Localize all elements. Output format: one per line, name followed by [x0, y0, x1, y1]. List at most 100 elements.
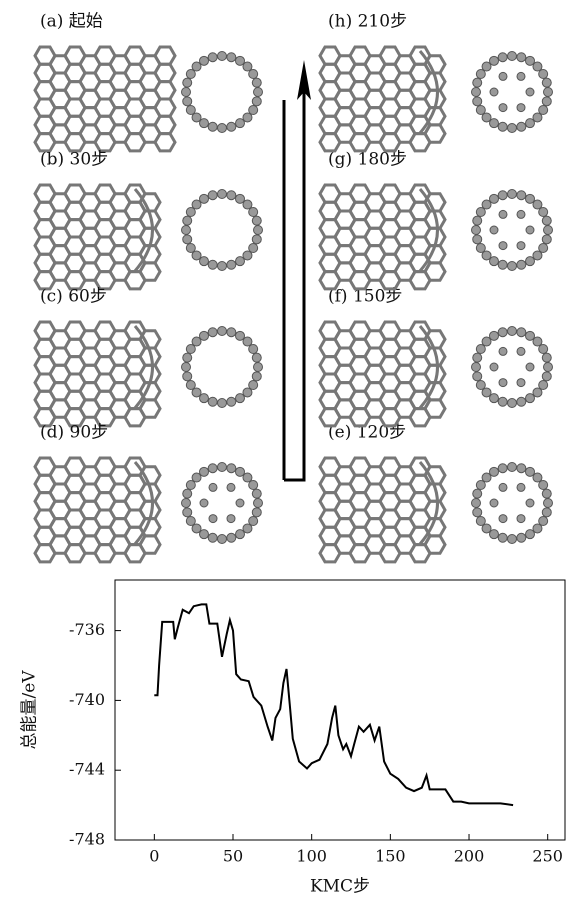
- atom: [226, 52, 237, 63]
- atom: [217, 189, 227, 199]
- atom: [248, 480, 259, 490]
- atom: [532, 112, 543, 123]
- atom: [516, 463, 527, 474]
- atom: [251, 371, 262, 382]
- atom: [472, 371, 483, 382]
- cap: [133, 461, 154, 545]
- hexagon: [138, 534, 162, 555]
- atom: [191, 250, 202, 261]
- atom: [472, 77, 483, 88]
- ring: [471, 51, 553, 133]
- atom: [507, 51, 517, 61]
- y-tick-label: -748: [69, 830, 105, 849]
- atom: [516, 482, 526, 492]
- atom: [242, 336, 253, 347]
- y-axis-label: 总能量/eV: [20, 670, 40, 750]
- atom: [497, 532, 508, 543]
- atom: [185, 243, 196, 253]
- panel-label: (d) 90步: [40, 423, 108, 443]
- atom: [191, 336, 202, 347]
- panel-label: (h) 210步: [328, 12, 407, 32]
- atom: [489, 55, 499, 66]
- atom: [248, 380, 259, 390]
- x-tick-label: 0: [149, 847, 159, 866]
- atom: [507, 462, 517, 472]
- atom: [471, 362, 481, 372]
- cap: [133, 325, 154, 409]
- atom: [541, 215, 552, 226]
- atom: [525, 118, 535, 129]
- atom: [208, 514, 218, 524]
- ring: [181, 462, 263, 544]
- atom: [472, 215, 483, 226]
- atom: [235, 529, 245, 540]
- nanotube: [318, 456, 447, 564]
- atom: [251, 234, 262, 245]
- atom: [543, 225, 553, 235]
- atom: [182, 215, 193, 226]
- hexagon: [153, 97, 177, 118]
- atom: [242, 61, 253, 72]
- atom: [507, 398, 517, 408]
- atom: [235, 55, 245, 66]
- y-tick-label: -744: [69, 760, 105, 779]
- atom: [489, 330, 499, 341]
- nanotube: [33, 320, 162, 428]
- atom: [182, 507, 193, 518]
- atom: [185, 480, 196, 490]
- panel-label: (c) 60步: [40, 287, 107, 307]
- atom: [199, 256, 209, 267]
- atom: [226, 396, 237, 407]
- atom: [242, 472, 253, 483]
- atom: [235, 193, 245, 204]
- atom: [475, 69, 486, 79]
- atom: [481, 250, 492, 261]
- atom: [532, 336, 543, 347]
- x-tick-label: 50: [223, 847, 243, 866]
- atom: [541, 488, 552, 499]
- atom: [182, 77, 193, 88]
- atom: [489, 529, 499, 540]
- atom: [541, 352, 552, 363]
- atom: [199, 529, 209, 540]
- atom: [199, 393, 209, 404]
- atom: [472, 507, 483, 518]
- atom: [471, 225, 481, 235]
- atom: [532, 61, 543, 72]
- atom: [516, 532, 527, 543]
- atom: [191, 61, 202, 72]
- atom: [207, 463, 218, 474]
- hexagon: [138, 398, 162, 419]
- atom: [543, 498, 553, 508]
- atom: [489, 498, 499, 508]
- atom: [253, 362, 263, 372]
- atom: [253, 498, 263, 508]
- atom: [191, 387, 202, 398]
- atom: [235, 498, 245, 508]
- atom: [207, 190, 218, 201]
- ring: [181, 189, 263, 271]
- atom: [185, 69, 196, 79]
- atom: [525, 362, 535, 372]
- arrow: [282, 90, 306, 482]
- atom: [541, 371, 552, 382]
- atom: [525, 256, 535, 267]
- atom: [481, 472, 492, 483]
- hexagon: [138, 261, 162, 282]
- atom: [472, 96, 483, 107]
- atom: [475, 480, 486, 490]
- atom: [226, 121, 237, 132]
- atom: [182, 96, 193, 107]
- atom: [199, 118, 209, 129]
- atom: [251, 77, 262, 88]
- nanotube: [318, 183, 447, 291]
- ring: [471, 462, 553, 544]
- atom: [251, 488, 262, 499]
- atom: [185, 516, 196, 526]
- atom: [185, 207, 196, 217]
- ring: [471, 326, 553, 408]
- atom: [251, 215, 262, 226]
- atom: [217, 261, 227, 271]
- atom: [481, 523, 492, 534]
- x-axis-label: KMC步: [310, 877, 370, 897]
